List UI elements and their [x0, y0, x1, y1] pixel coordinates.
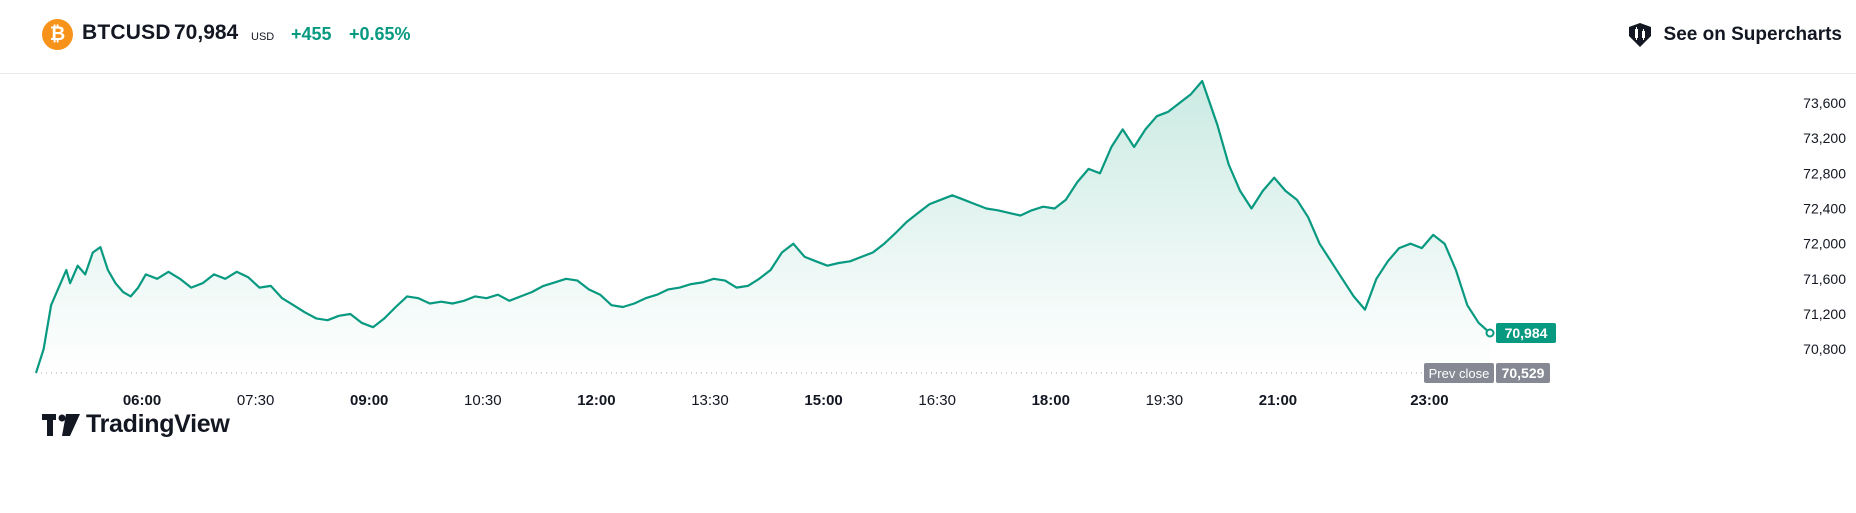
tradingview-logo[interactable]: TradingView	[42, 410, 230, 439]
time-axis-label: 07:30	[237, 392, 275, 409]
price-change-percent: +0.65%	[349, 24, 411, 44]
price-axis-label: 73,200	[1803, 130, 1846, 146]
tradingview-logo-text: TradingView	[86, 410, 230, 438]
price-axis-label: 72,000	[1803, 236, 1846, 252]
see-on-supercharts-button[interactable]: See on Supercharts	[1626, 18, 1842, 52]
time-axis-label: 13:30	[691, 392, 729, 409]
last-price-dot	[1485, 328, 1495, 338]
prev-close-value-badge	[1496, 363, 1550, 384]
time-axis-label: 10:30	[464, 392, 502, 409]
last-price: 70,984	[174, 21, 239, 44]
price-axis-label: 73,600	[1803, 95, 1846, 111]
price-axis-label: 70,800	[1803, 341, 1846, 357]
last-price-badge	[1496, 323, 1556, 343]
price-change: +455	[291, 24, 332, 44]
price-axis-label: 72,400	[1803, 201, 1846, 217]
candlestick-icon	[1628, 23, 1651, 47]
price-area	[36, 81, 1490, 373]
supercharts-label: See on Supercharts	[1663, 24, 1842, 45]
prev-close-value-text: 70,529	[1502, 365, 1545, 381]
symbol-header: ₿ BTCUSD 70,984 USD +455 +0.65% See on S…	[0, 0, 1856, 74]
currency-code: USD	[251, 31, 275, 43]
time-axis-label: 12:00	[577, 392, 615, 409]
time-axis-label: 19:30	[1146, 392, 1184, 409]
price-axis-label: 72,800	[1803, 165, 1846, 181]
tradingview-logo-icon	[42, 413, 80, 436]
bitcoin-icon: ₿	[42, 19, 73, 50]
time-axis-label: 09:00	[350, 392, 388, 409]
time-axis-label: 23:00	[1410, 392, 1448, 409]
time-axis-label: 21:00	[1259, 392, 1297, 409]
time-axis-label: 15:00	[804, 392, 842, 409]
time-axis-label: 16:30	[918, 392, 956, 409]
prev-close-label-text: Prev close	[1429, 366, 1490, 381]
time-axis-label: 18:00	[1032, 392, 1070, 409]
price-axis-label: 71,200	[1803, 306, 1846, 322]
price-axis-label: 71,600	[1803, 271, 1846, 287]
last-price-badge-text: 70,984	[1505, 325, 1548, 341]
price-line	[34, 79, 1491, 374]
price-chart[interactable]: 73,600 73,200 72,800 72,400 72,000 71,600 71,2…	[0, 75, 1856, 513]
symbol-name[interactable]: BTCUSD	[82, 21, 171, 44]
prev-close-label-badge	[1424, 363, 1494, 384]
chart-canvas[interactable]: 73,600 73,200 72,800 72,400 72,000 71,600 71,2…	[0, 75, 1856, 513]
time-axis-label: 06:00	[123, 392, 161, 409]
